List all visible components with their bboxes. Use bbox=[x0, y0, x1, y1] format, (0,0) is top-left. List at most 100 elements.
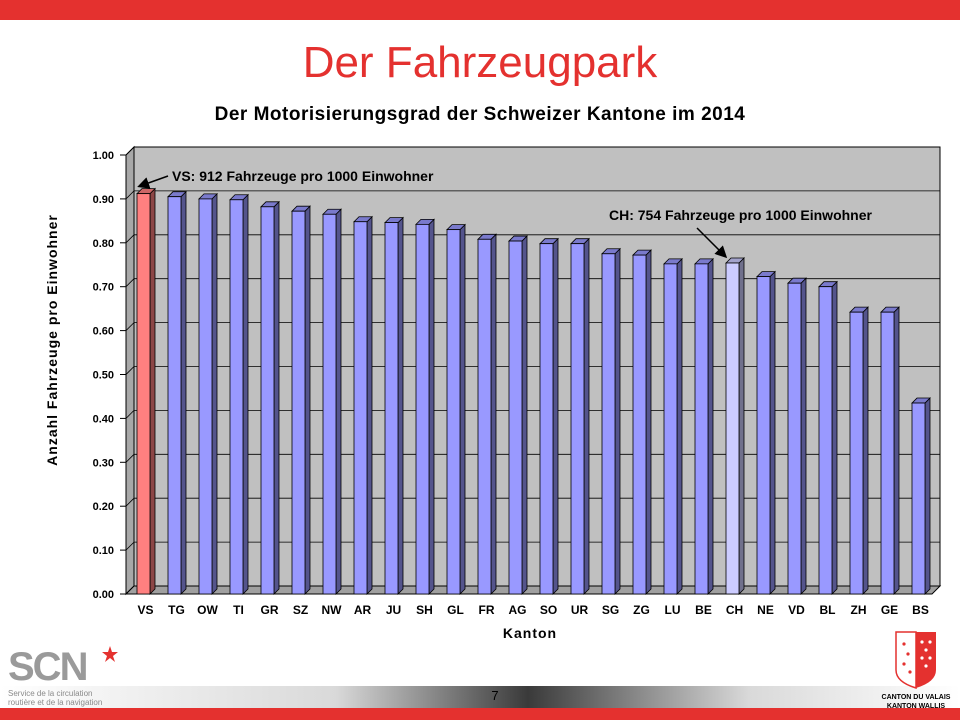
bar-side-ti bbox=[242, 193, 249, 595]
y-tick-label: 0.50 bbox=[93, 370, 114, 382]
x-tick-label: SZ bbox=[293, 603, 308, 617]
bar-tg bbox=[167, 196, 182, 595]
chart-title: Der Motorisierungsgrad der Schweizer Kan… bbox=[214, 104, 746, 125]
y-tick-label: 0.90 bbox=[93, 194, 114, 206]
bar-side-ow bbox=[211, 192, 218, 595]
bar-side-vs bbox=[149, 187, 156, 595]
x-axis-label: Kanton bbox=[503, 625, 557, 641]
bar-ur bbox=[570, 243, 585, 595]
annotation-vs: VS: 912 Fahrzeuge pro 1000 Einwohner bbox=[172, 168, 434, 184]
scn-caption-2: routière et de la navigation bbox=[8, 698, 102, 707]
bar-sz bbox=[291, 210, 306, 595]
bar-side-zg bbox=[645, 249, 652, 595]
bar-ow bbox=[198, 198, 213, 595]
x-tick-label: LU bbox=[665, 603, 681, 617]
x-tick-label: TG bbox=[168, 603, 185, 617]
y-tick-label: 1.00 bbox=[93, 150, 114, 162]
bar-lu bbox=[663, 263, 678, 595]
bar-side-be bbox=[707, 257, 714, 595]
star-icon bbox=[102, 646, 118, 662]
bar-side-ne bbox=[769, 270, 776, 595]
x-tick-label: BS bbox=[912, 603, 929, 617]
bar-side-ch bbox=[738, 257, 745, 595]
bar-side-gl bbox=[459, 223, 466, 595]
x-tick-label: VS bbox=[137, 603, 153, 617]
bar-ti bbox=[229, 199, 244, 595]
y-tick-label: 0.40 bbox=[93, 413, 114, 425]
x-tick-label: FR bbox=[479, 603, 495, 617]
bar-side-nw bbox=[335, 208, 342, 595]
x-tick-label: BL bbox=[820, 603, 836, 617]
scn-logo: SCN Service de la circulation routière e… bbox=[8, 645, 118, 707]
bar-nw bbox=[322, 213, 337, 595]
bar-be bbox=[694, 263, 709, 595]
y-tick-label: 0.70 bbox=[93, 282, 114, 294]
bar-bs bbox=[911, 402, 926, 595]
x-tick-label: GL bbox=[447, 603, 464, 617]
bar-side-bs bbox=[924, 397, 931, 595]
bar-side-ar bbox=[366, 215, 373, 595]
x-tick-label: GE bbox=[881, 603, 898, 617]
canton-label-fr: CANTON DU VALAIS bbox=[882, 694, 951, 701]
bottom-accent-bar bbox=[0, 708, 960, 720]
x-tick-label: GR bbox=[261, 603, 279, 617]
x-tick-label: JU bbox=[386, 603, 401, 617]
bar-side-fr bbox=[490, 233, 497, 595]
bar-ne bbox=[756, 276, 771, 595]
y-tick-label: 0.10 bbox=[93, 545, 114, 557]
annotation-ch: CH: 754 Fahrzeuge pro 1000 Einwohner bbox=[609, 207, 873, 223]
x-tick-label: UR bbox=[571, 603, 589, 617]
footer-band bbox=[0, 686, 960, 708]
x-tick-label: VD bbox=[788, 603, 805, 617]
y-axis-label: Anzahl Fahrzeuge pro Einwohner bbox=[44, 214, 60, 466]
bar-gl bbox=[446, 229, 461, 595]
bar-so bbox=[539, 243, 554, 595]
scn-caption-1: Service de la circulation bbox=[8, 689, 92, 698]
bar-side-ur bbox=[583, 237, 590, 595]
bar-side-so bbox=[552, 237, 559, 595]
y-tick-label: 0.20 bbox=[93, 501, 114, 513]
x-tick-label: ZG bbox=[633, 603, 650, 617]
bar-ju bbox=[384, 222, 399, 595]
x-tick-label: SG bbox=[602, 603, 619, 617]
x-tick-label: ZH bbox=[851, 603, 867, 617]
y-tick-label: 0.30 bbox=[93, 457, 114, 469]
x-tick-label: BE bbox=[695, 603, 712, 617]
bar-side-vd bbox=[800, 277, 807, 595]
bar-zh bbox=[849, 311, 864, 595]
annotation-arrow-vs bbox=[137, 175, 169, 189]
x-tick-label: SH bbox=[416, 603, 433, 617]
x-tick-label: TI bbox=[233, 603, 244, 617]
bar-zg bbox=[632, 254, 647, 595]
bar-side-bl bbox=[831, 280, 838, 595]
bar-side-tg bbox=[180, 190, 187, 595]
x-tick-label: AG bbox=[509, 603, 527, 617]
bar-ch bbox=[725, 262, 740, 595]
bar-bl bbox=[818, 286, 833, 595]
bar-sg bbox=[601, 253, 616, 595]
y-tick-label: 0.80 bbox=[93, 238, 114, 250]
x-tick-label: CH bbox=[726, 603, 743, 617]
bar-side-ju bbox=[397, 216, 404, 595]
scn-logo-text: SCN bbox=[8, 645, 87, 689]
x-tick-label: OW bbox=[197, 603, 218, 617]
page-number: 7 bbox=[491, 688, 499, 703]
bar-ar bbox=[353, 221, 368, 595]
x-tick-label: NE bbox=[757, 603, 774, 617]
canton-label-de: KANTON WALLIS bbox=[887, 703, 946, 710]
bar-vs bbox=[136, 193, 151, 595]
x-tick-label: NW bbox=[322, 603, 343, 617]
bar-side-sg bbox=[614, 247, 621, 595]
bar-side-ag bbox=[521, 235, 528, 595]
canton-valais-logo: CANTON DU VALAIS KANTON WALLIS bbox=[882, 631, 951, 710]
bar-sh bbox=[415, 223, 430, 595]
top-accent-bar bbox=[0, 0, 960, 20]
bar-side-gr bbox=[273, 200, 280, 595]
bar-side-lu bbox=[676, 257, 683, 595]
gridline bbox=[125, 234, 940, 244]
bar-ge bbox=[880, 311, 895, 595]
bar-side-sh bbox=[428, 218, 435, 595]
bar-ag bbox=[508, 240, 523, 595]
bar-side-sz bbox=[304, 205, 311, 595]
bar-gr bbox=[260, 206, 275, 595]
